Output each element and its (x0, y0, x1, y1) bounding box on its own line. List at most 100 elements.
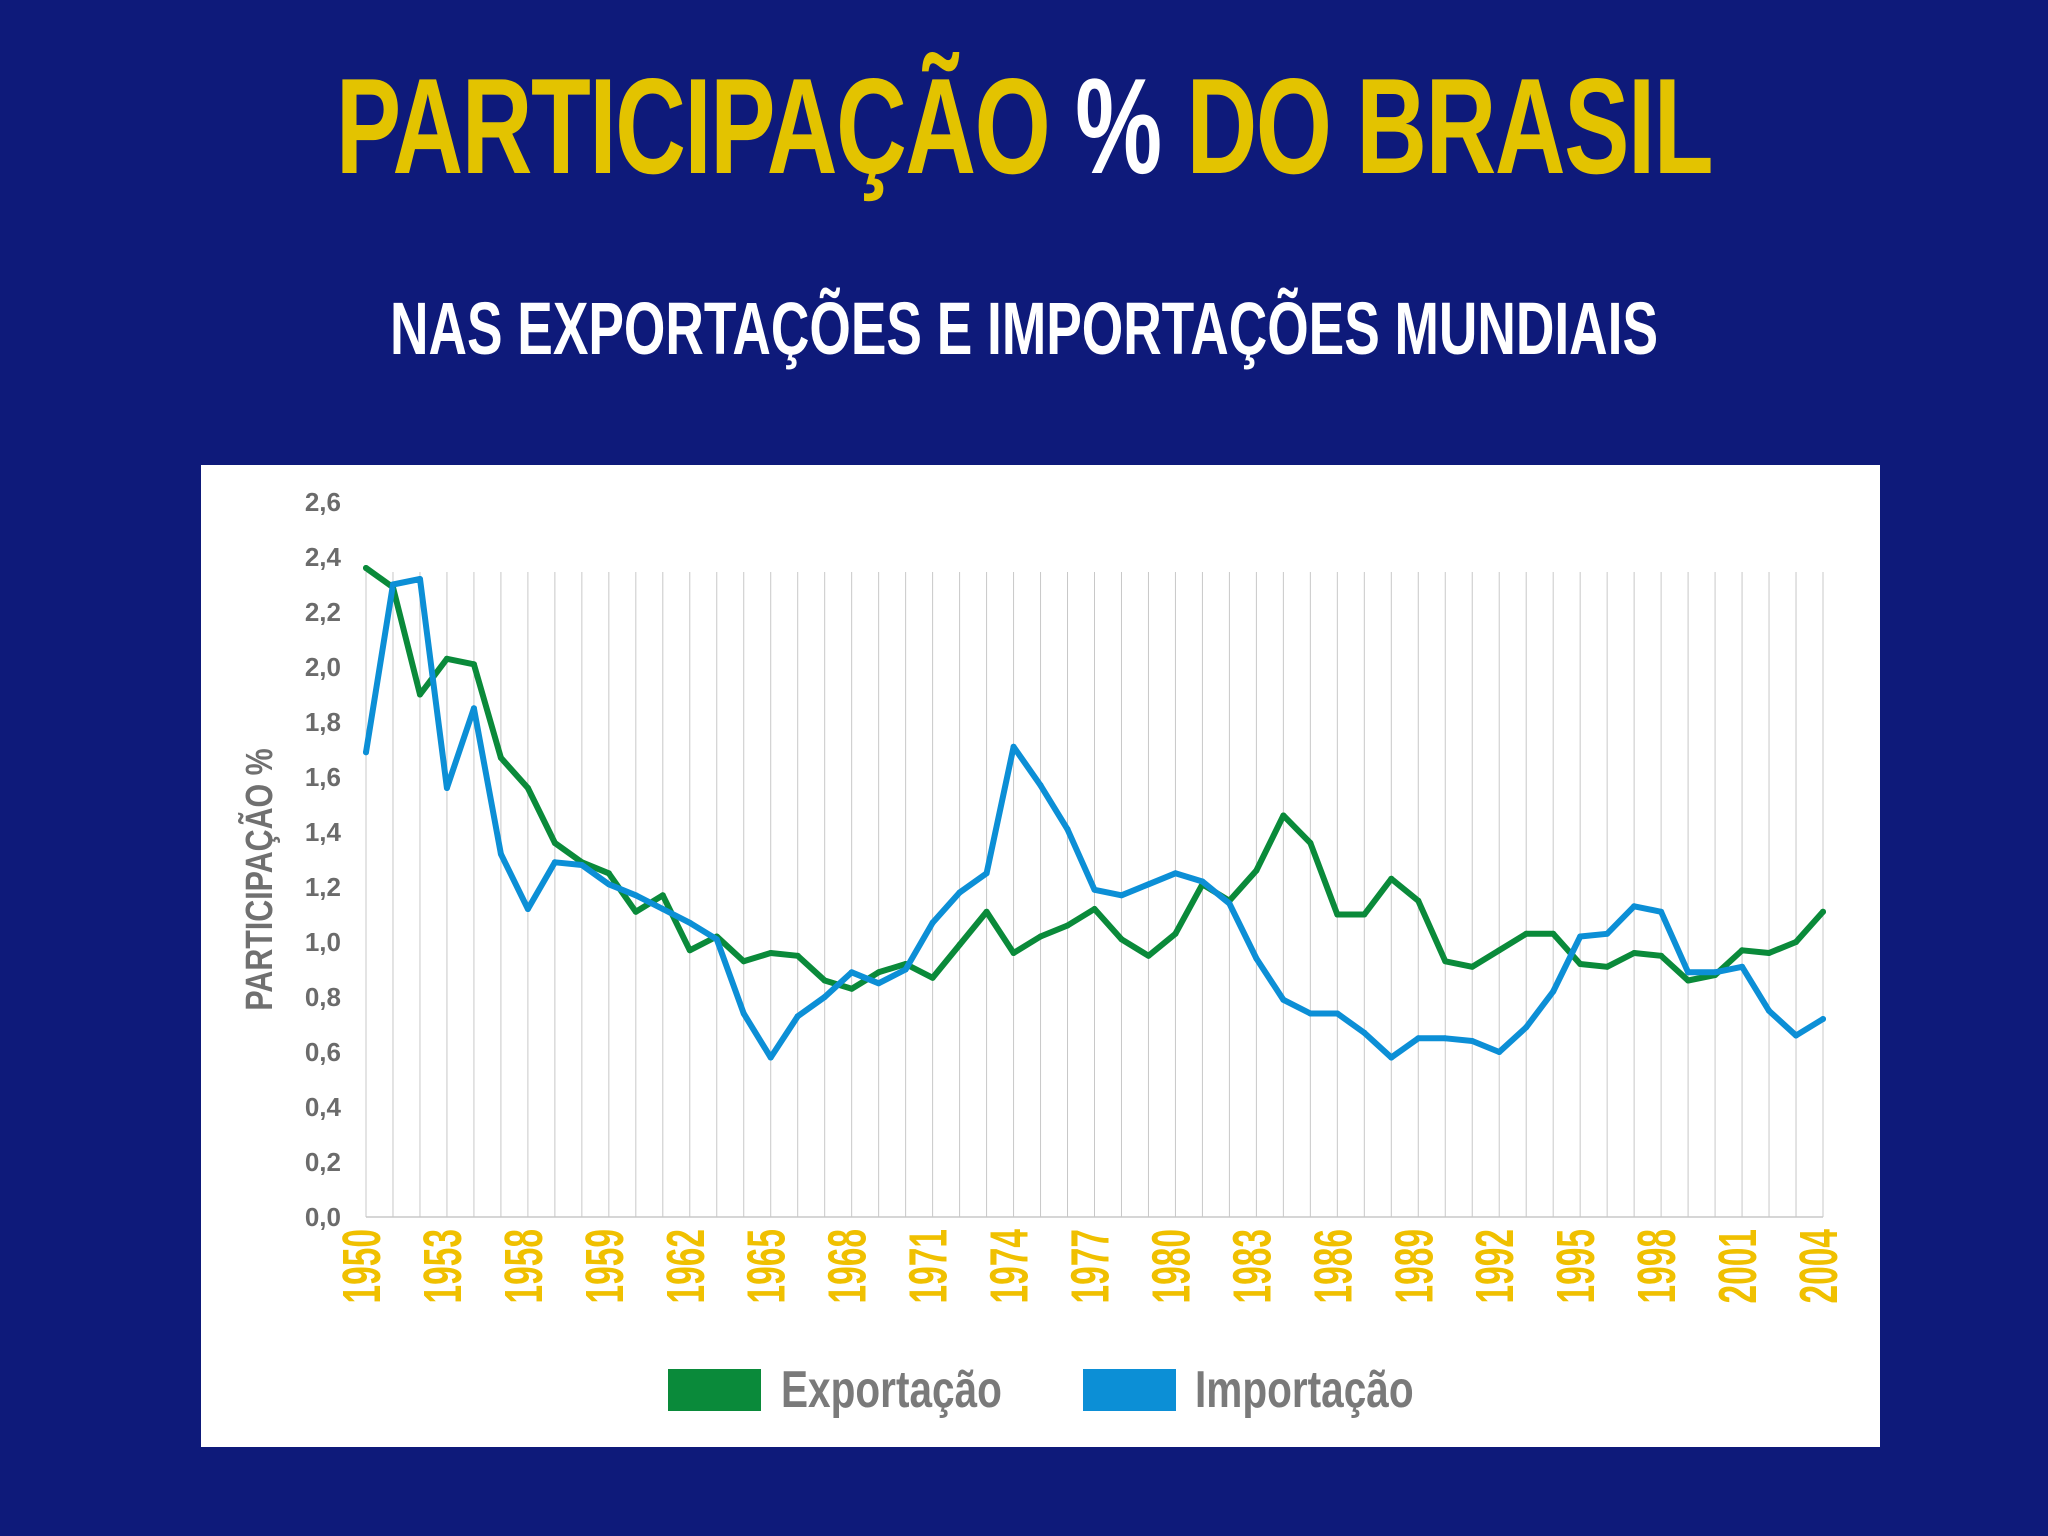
y-tick-label: 2,4 (305, 542, 342, 572)
data-point-export (740, 958, 747, 965)
data-point-export (1496, 947, 1503, 954)
x-tick-label: 1968 (816, 1229, 877, 1303)
data-point-export (1577, 961, 1584, 967)
data-point-import (416, 576, 423, 582)
data-point-import (1307, 1010, 1314, 1017)
title-part2: DO BRASIL (1186, 50, 1714, 202)
data-point-export (1523, 930, 1530, 937)
data-point-export (1118, 936, 1125, 943)
legend-swatch-export (668, 1369, 761, 1411)
data-point-import (389, 581, 396, 588)
x-tick-label: 1983 (1221, 1229, 1282, 1303)
data-point-import (1064, 826, 1071, 833)
data-point-export (956, 941, 963, 948)
y-axis-title: PARTICIPAÇÃO % (238, 748, 281, 1010)
data-point-export (821, 977, 828, 984)
x-tick-label: 1962 (654, 1229, 715, 1303)
data-point-import (1631, 903, 1638, 910)
data-point-import (1415, 1035, 1422, 1042)
data-point-import (524, 906, 531, 912)
data-point-export (1685, 977, 1692, 984)
data-point-export (1442, 958, 1449, 965)
data-point-export (497, 754, 504, 761)
data-point-import (443, 785, 450, 791)
data-point-export (1631, 950, 1638, 956)
data-point-export (929, 974, 936, 981)
data-point-import (767, 1054, 774, 1061)
legend-swatch-import (1083, 1369, 1176, 1411)
data-point-export (551, 840, 558, 846)
data-point-export (1604, 963, 1611, 970)
data-point-import (1172, 870, 1179, 877)
data-point-import (1712, 969, 1719, 976)
data-point-import (740, 1010, 747, 1017)
data-point-export (659, 892, 666, 899)
data-point-import (1226, 900, 1233, 907)
data-point-export (1280, 812, 1287, 819)
chart-title: PARTICIPAÇÃO % DO BRASIL (287, 58, 1762, 194)
data-point-export (363, 565, 369, 571)
data-point-import (1334, 1010, 1341, 1017)
data-point-import (578, 862, 585, 868)
data-point-export (686, 947, 693, 954)
data-point-export (1550, 930, 1557, 937)
data-point-export (983, 908, 990, 915)
y-tick-label: 2,0 (305, 652, 341, 682)
y-tick-label: 1,0 (305, 927, 341, 957)
data-point-import (1739, 963, 1746, 970)
data-point-export (1361, 911, 1368, 918)
x-tick-label: 1980 (1140, 1229, 1201, 1303)
data-point-export (632, 908, 639, 915)
data-point-export (524, 785, 531, 791)
data-point-import (929, 919, 936, 926)
y-tick-label: 1,2 (305, 872, 341, 902)
data-point-import (470, 705, 477, 712)
data-point-import (632, 892, 639, 899)
data-point-import (1685, 969, 1692, 976)
data-point-export (1064, 922, 1071, 929)
data-point-export (848, 985, 855, 992)
data-point-import (1010, 743, 1017, 750)
data-point-import (794, 1013, 801, 1020)
y-tick-label: 0,8 (305, 982, 341, 1012)
x-tick-label: 1998 (1626, 1229, 1687, 1303)
x-tick-label: 1953 (412, 1229, 473, 1303)
data-point-import (1442, 1035, 1449, 1042)
data-point-export (1253, 867, 1260, 874)
data-point-export (416, 691, 423, 698)
data-point-import (1577, 933, 1584, 940)
data-point-export (470, 661, 477, 668)
data-point-import (497, 851, 504, 857)
data-point-import (1496, 1049, 1503, 1055)
y-tick-label: 2,6 (305, 487, 341, 517)
data-point-export (1091, 906, 1098, 912)
x-tick-label: 2004 (1788, 1229, 1849, 1303)
y-tick-label: 0,0 (305, 1202, 341, 1232)
data-point-import (1766, 1007, 1773, 1014)
data-point-import (956, 889, 963, 896)
x-tick-label: 1986 (1302, 1229, 1363, 1303)
data-point-import (1388, 1054, 1395, 1061)
data-point-import (983, 870, 990, 877)
data-point-export (443, 655, 450, 662)
data-point-import (1604, 930, 1611, 937)
data-point-import (1280, 996, 1287, 1003)
data-point-import (1199, 878, 1206, 885)
x-tick-label: 1958 (493, 1229, 554, 1303)
x-tick-label: 1992 (1464, 1229, 1525, 1303)
data-point-import (848, 969, 855, 976)
x-tick-label: 1977 (1059, 1229, 1120, 1303)
x-tick-label: 1965 (735, 1229, 796, 1303)
data-point-import (821, 994, 828, 1000)
data-point-export (767, 950, 774, 956)
y-tick-label: 1,6 (305, 762, 341, 792)
data-point-export (1739, 947, 1746, 954)
y-tick-label: 1,8 (305, 707, 341, 737)
data-point-import (875, 980, 882, 987)
data-point-import (1118, 892, 1125, 899)
data-point-export (1469, 963, 1476, 970)
x-tick-label: 1995 (1545, 1229, 1606, 1303)
x-tick-label: 1974 (978, 1229, 1039, 1303)
data-point-export (1820, 908, 1826, 915)
data-point-export (1307, 840, 1314, 846)
